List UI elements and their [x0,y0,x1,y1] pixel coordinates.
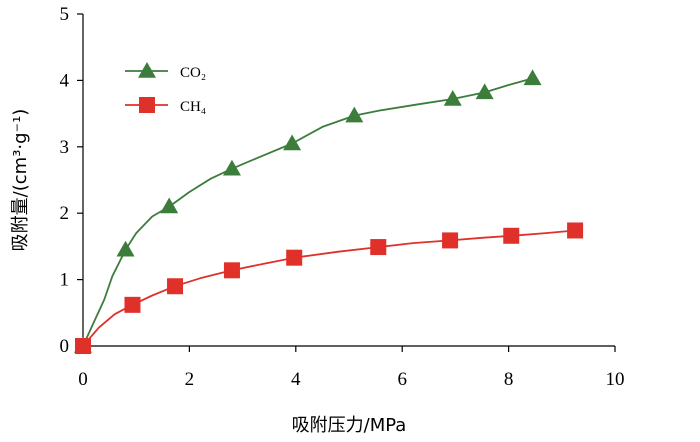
y-axis-title: 吸附量/(cm³·g⁻¹) [10,109,31,252]
legend-label: CO₂ [180,65,206,81]
data-point [167,278,184,295]
data-point [475,83,494,100]
data-point [222,159,241,176]
x-tick-label: 2 [185,369,195,390]
data-point [503,227,520,244]
data-point [283,134,302,151]
x-tick-label: 6 [397,369,407,390]
data-point [370,239,387,256]
data-point [286,249,303,266]
x-tick-label: 8 [504,369,514,390]
legend-marker [138,62,156,78]
x-tick-label: 10 [606,369,625,390]
series-0 [74,69,542,353]
x-axis-title: 吸附压力/MPa [292,415,407,436]
legend: CO₂ CH₄ [125,62,206,115]
series-layer [74,69,584,354]
data-point [442,232,459,249]
data-point [116,240,135,257]
data-point [345,106,364,123]
data-point [223,262,240,279]
x-tick-label: 4 [291,369,301,390]
y-tick-label: 0 [60,336,70,357]
series-1 [75,222,584,354]
series-line [82,229,576,347]
y-tick-label: 5 [60,4,70,25]
y-tick-label: 3 [60,137,70,158]
y-tick-label: 1 [60,270,70,291]
y-tick-label: 2 [60,203,70,224]
series-line [82,77,533,347]
data-point [443,89,462,106]
data-point [567,222,584,239]
data-point [75,338,91,354]
data-point [523,69,542,86]
axes: 0 1 2 3 4 5 0 2 4 6 8 10 [60,4,625,390]
data-point [160,197,179,214]
legend-label: CH₄ [180,99,206,115]
data-point [124,296,141,313]
y-tick-label: 4 [60,70,70,91]
x-tick-label: 0 [78,369,88,390]
legend-marker [139,97,155,113]
